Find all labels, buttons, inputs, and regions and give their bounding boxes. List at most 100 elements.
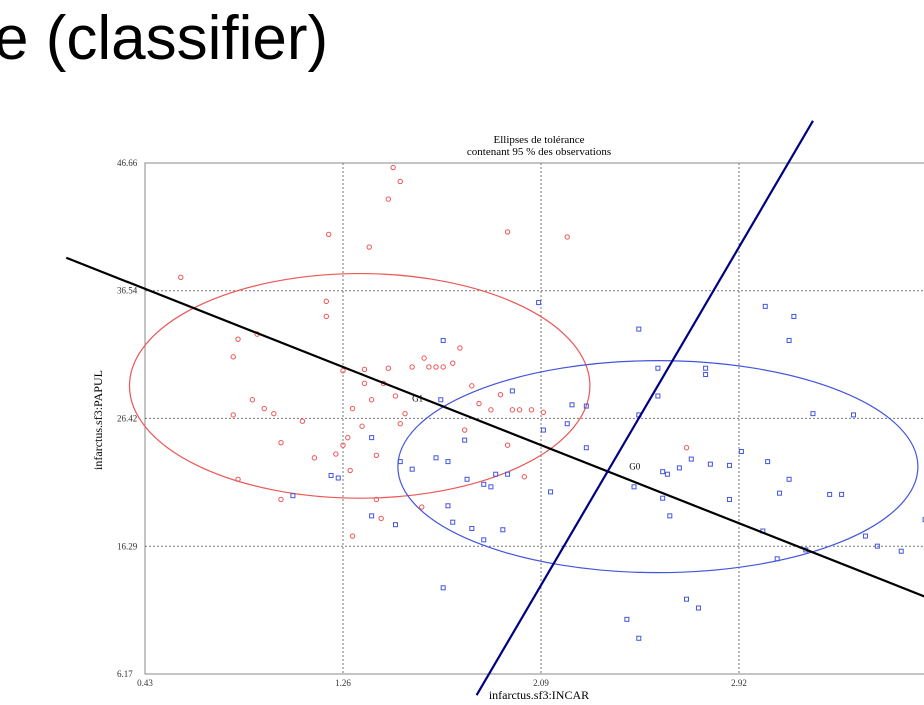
data-point-g1 <box>340 368 346 374</box>
data-point-g1 <box>540 409 547 416</box>
data-point-g0 <box>328 472 334 478</box>
y-tick-label: 36.54 <box>117 286 138 296</box>
data-point-g0 <box>392 522 398 528</box>
data-point-g0 <box>505 471 511 477</box>
data-point-g0 <box>636 326 642 332</box>
data-point-g1 <box>457 345 463 351</box>
slide-title: e (classifier) <box>0 4 329 73</box>
data-point-g0 <box>827 491 833 497</box>
data-points <box>178 164 924 641</box>
data-point-g0 <box>500 527 506 533</box>
data-point-g1 <box>402 410 408 417</box>
data-point-g1 <box>440 364 446 370</box>
data-point-g1 <box>476 400 482 407</box>
data-point-g0 <box>738 449 744 455</box>
data-point-g0 <box>369 513 375 519</box>
data-point-g0 <box>777 490 783 496</box>
data-point-g1 <box>528 407 535 413</box>
data-point-g0 <box>469 525 475 531</box>
data-point-g1 <box>497 392 504 398</box>
data-point-g1 <box>230 412 236 418</box>
tolerance-ellipse-g1 <box>128 272 591 499</box>
data-point-g1 <box>488 407 494 413</box>
data-point-g0 <box>839 491 845 497</box>
data-point-g1 <box>178 274 184 281</box>
data-point-g1 <box>683 445 690 451</box>
data-point-g0 <box>488 484 494 490</box>
y-tick-label: 26.42 <box>117 413 137 423</box>
data-point-g0 <box>786 337 792 343</box>
data-point-g1 <box>347 467 353 474</box>
data-point-g1 <box>433 364 439 370</box>
separator-line-navy <box>475 120 814 696</box>
data-point-g1 <box>361 380 368 387</box>
data-point-g0 <box>564 421 570 427</box>
data-point-g1 <box>504 229 511 235</box>
y-tick-label: 6.17 <box>117 669 133 679</box>
data-point-g0 <box>397 459 403 465</box>
y-axis-label: infarctus.sf3:PAPUL <box>91 370 105 470</box>
data-point-g1 <box>397 178 403 185</box>
data-point-g1 <box>450 360 456 366</box>
data-point-g1 <box>385 365 392 371</box>
data-point-g0 <box>695 605 701 611</box>
data-point-g0 <box>569 402 575 408</box>
data-point-g0 <box>636 635 642 641</box>
data-point-g0 <box>583 403 589 409</box>
data-point-g1 <box>271 410 277 417</box>
data-point-g0 <box>655 365 661 371</box>
data-point-g0 <box>583 445 589 451</box>
data-point-g1 <box>345 434 351 441</box>
chart-title-line2: contenant 95 % des observations <box>467 146 611 158</box>
data-point-g1 <box>235 336 241 342</box>
data-point-g0 <box>851 412 857 418</box>
tolerance-ellipse-g0 <box>397 360 919 574</box>
centroid-label-g1: G1 <box>412 393 423 403</box>
separator-lines <box>65 120 924 696</box>
data-point-g1 <box>349 533 356 539</box>
data-point-g1 <box>516 407 523 413</box>
data-point-g1 <box>325 231 332 238</box>
data-point-g0 <box>726 496 732 502</box>
data-point-g1 <box>378 515 384 522</box>
data-point-g0 <box>762 303 768 309</box>
data-point-g0 <box>688 456 694 462</box>
data-point-g1 <box>419 504 425 510</box>
data-point-g0 <box>450 519 456 525</box>
data-point-g0 <box>703 365 709 371</box>
data-point-g0 <box>540 427 546 433</box>
data-point-g0 <box>369 435 375 441</box>
data-point-g1 <box>323 298 330 305</box>
data-point-g0 <box>624 616 630 622</box>
x-tick-label: 2.92 <box>731 678 747 688</box>
data-point-g1 <box>235 476 241 482</box>
data-point-g1 <box>340 442 346 448</box>
data-point-g1 <box>409 364 415 370</box>
data-point-g1 <box>397 421 403 427</box>
data-point-g0 <box>664 471 670 477</box>
data-point-g1 <box>368 397 375 403</box>
data-point-g0 <box>464 476 470 482</box>
data-point-g0 <box>660 469 666 475</box>
data-point-g0 <box>548 489 554 495</box>
data-point-g1 <box>509 407 516 413</box>
data-point-g1 <box>299 418 306 424</box>
data-point-g0 <box>445 459 451 465</box>
data-point-g0 <box>726 462 732 468</box>
data-point-g0 <box>786 476 792 482</box>
data-point-g1 <box>261 405 267 412</box>
data-point-g1 <box>390 164 396 171</box>
data-point-g1 <box>230 354 236 360</box>
data-point-g1 <box>461 427 468 433</box>
chart-title-line1: Ellipses de tolérance <box>493 134 584 146</box>
data-point-g1 <box>361 366 368 373</box>
data-point-g0 <box>481 481 487 487</box>
data-point-g0 <box>703 372 709 378</box>
y-tick-label: 16.29 <box>117 541 138 551</box>
data-point-g0 <box>667 513 673 519</box>
data-point-g1 <box>311 455 318 461</box>
data-point-g0 <box>509 388 515 394</box>
data-point-g1 <box>278 496 284 503</box>
data-point-g0 <box>493 471 499 477</box>
